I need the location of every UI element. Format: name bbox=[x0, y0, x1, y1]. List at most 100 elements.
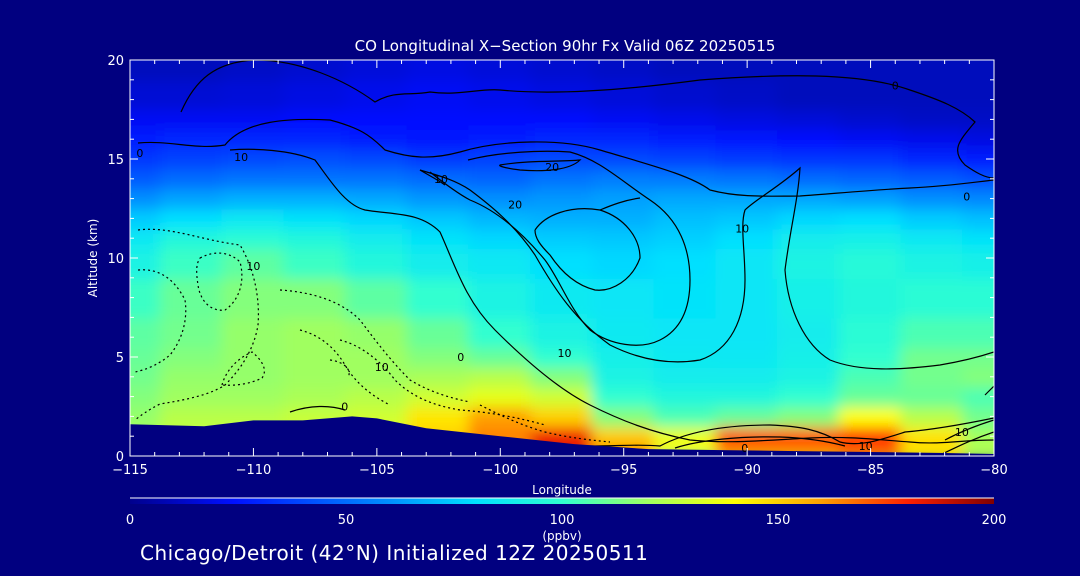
heatmap-cell bbox=[283, 148, 347, 170]
heatmap-cell bbox=[715, 365, 779, 388]
heatmap-cell bbox=[900, 276, 965, 319]
x-tick-label: −110 bbox=[236, 463, 272, 478]
heatmap-cell bbox=[468, 247, 533, 279]
heatmap-cell bbox=[468, 108, 533, 131]
heatmap-cell bbox=[345, 385, 409, 408]
heatmap-cell bbox=[777, 276, 841, 319]
heatmap-cell bbox=[715, 207, 779, 230]
heatmap-cell bbox=[591, 316, 656, 349]
heatmap-cell bbox=[591, 346, 656, 368]
heatmap-cell bbox=[468, 385, 533, 408]
colorbar-tick-label: 0 bbox=[126, 513, 134, 528]
chart-title: CO Longitudinal X−Section 90hr Fx Valid … bbox=[355, 37, 776, 55]
heatmap-cell bbox=[777, 365, 841, 388]
heatmap-cell bbox=[406, 346, 471, 368]
x-tick-label: −95 bbox=[610, 463, 637, 478]
y-axis-label: Altitude (km) bbox=[86, 219, 100, 298]
heatmap-cell bbox=[900, 440, 965, 453]
heatmap-cell bbox=[345, 346, 409, 368]
heatmap-cell bbox=[777, 247, 841, 279]
heatmap-cell bbox=[159, 385, 224, 408]
heatmap-cell bbox=[468, 346, 533, 368]
heatmap-cell bbox=[777, 440, 841, 453]
contour-label: 0 bbox=[341, 401, 348, 414]
heatmap-cell bbox=[283, 207, 347, 230]
y-tick-label: 5 bbox=[116, 351, 124, 366]
y-tick-label: 0 bbox=[116, 450, 124, 465]
colorbar bbox=[130, 498, 994, 504]
heatmap-cell bbox=[345, 316, 409, 349]
heatmap-cell bbox=[345, 207, 409, 230]
y-tick-label: 10 bbox=[107, 252, 124, 267]
heatmap-cell bbox=[653, 128, 718, 151]
heatmap-cell bbox=[653, 405, 718, 428]
heatmap-cell bbox=[283, 276, 347, 319]
colorbar-tick-label: 150 bbox=[766, 513, 791, 528]
heatmap-cell bbox=[130, 108, 162, 131]
heatmap-cell bbox=[530, 346, 594, 368]
heatmap-cell bbox=[130, 385, 162, 408]
heatmap-cell bbox=[962, 207, 994, 230]
colorbar-tick-label: 50 bbox=[338, 513, 355, 528]
heatmap-cell bbox=[159, 167, 224, 190]
heatmap-cell bbox=[130, 167, 162, 190]
heatmap-cell bbox=[530, 78, 594, 111]
heatmap-cell bbox=[130, 148, 162, 170]
heatmap-cell bbox=[468, 128, 533, 151]
heatmap-cell bbox=[468, 207, 533, 230]
heatmap-cell bbox=[900, 385, 965, 408]
heatmap-cell bbox=[221, 227, 286, 250]
contour-line bbox=[429, 150, 691, 346]
contour-lines bbox=[134, 60, 994, 456]
heatmap-cell bbox=[838, 316, 903, 349]
heatmap-cell bbox=[283, 167, 347, 190]
heatmap-cell bbox=[283, 346, 347, 368]
heatmap-cell bbox=[777, 108, 841, 131]
heatmap-cell bbox=[406, 128, 471, 151]
heatmap-cell bbox=[130, 207, 162, 230]
heatmap-cell bbox=[159, 187, 224, 210]
heatmap-cell bbox=[345, 247, 409, 279]
heatmap-cell bbox=[221, 385, 286, 408]
heatmap-cell bbox=[221, 187, 286, 210]
heatmap-cell bbox=[345, 365, 409, 388]
contour-label: 10 bbox=[558, 347, 572, 360]
heatmap-cell bbox=[591, 227, 656, 250]
contour-label: 0 bbox=[741, 442, 748, 455]
heatmap-cell bbox=[653, 346, 718, 368]
heatmap-cell bbox=[345, 187, 409, 210]
heatmap-cell bbox=[900, 346, 965, 368]
heatmap-cell bbox=[221, 60, 286, 81]
y-tick-label: 15 bbox=[107, 153, 124, 168]
heatmap-cell bbox=[345, 227, 409, 250]
heatmap-cell bbox=[530, 128, 594, 151]
contour-line bbox=[339, 339, 546, 426]
contour-label: 0 bbox=[963, 191, 970, 204]
contour-line bbox=[180, 60, 994, 179]
heatmap-cell bbox=[715, 60, 779, 81]
contour-line bbox=[674, 436, 846, 449]
x-axis-label: Longitude bbox=[532, 483, 592, 497]
heatmap-cell bbox=[900, 148, 965, 170]
heatmap-cell bbox=[900, 128, 965, 151]
contour-label: 10 bbox=[859, 440, 873, 453]
heatmap-cell bbox=[962, 405, 994, 428]
heatmap-cell bbox=[591, 276, 656, 319]
heatmap-cell bbox=[159, 227, 224, 250]
heatmap-cell bbox=[715, 128, 779, 151]
heatmap-cell bbox=[283, 227, 347, 250]
heatmap-cell bbox=[283, 316, 347, 349]
contour-line bbox=[534, 208, 641, 291]
heatmap-cell bbox=[715, 78, 779, 111]
heatmap-cell bbox=[715, 405, 779, 428]
heatmap-cell bbox=[159, 316, 224, 349]
heatmap-cell bbox=[777, 207, 841, 230]
heatmap-cell bbox=[345, 60, 409, 81]
contour-line bbox=[479, 404, 611, 443]
heatmap-cell bbox=[777, 78, 841, 111]
heatmap-cell bbox=[962, 276, 994, 319]
heatmap-cell bbox=[530, 207, 594, 230]
heatmap-cell bbox=[653, 365, 718, 388]
heatmap-cell bbox=[777, 187, 841, 210]
heatmap-cell bbox=[715, 187, 779, 210]
